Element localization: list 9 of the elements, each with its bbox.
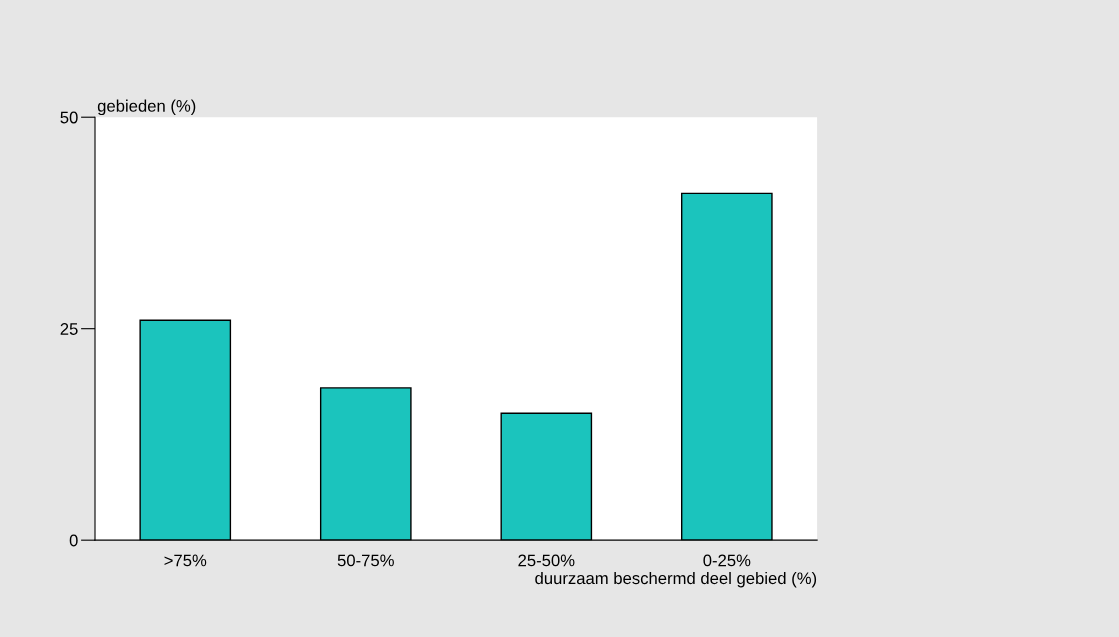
x-tick-label: 25-50% (518, 554, 575, 567)
y-tick-label: 25 (60, 323, 78, 335)
x-tick-label: >75% (164, 554, 207, 567)
y-axis-title: gebieden (%) (97, 99, 196, 116)
x-tick-label: 50-75% (337, 554, 394, 567)
y-tick-label: 50 (60, 111, 78, 124)
x-tick-label: 0-25% (703, 554, 751, 567)
y-tick-label: 0 (69, 534, 78, 547)
x-axis-title: duurzaam beschermd deel gebied (%) (535, 571, 817, 588)
